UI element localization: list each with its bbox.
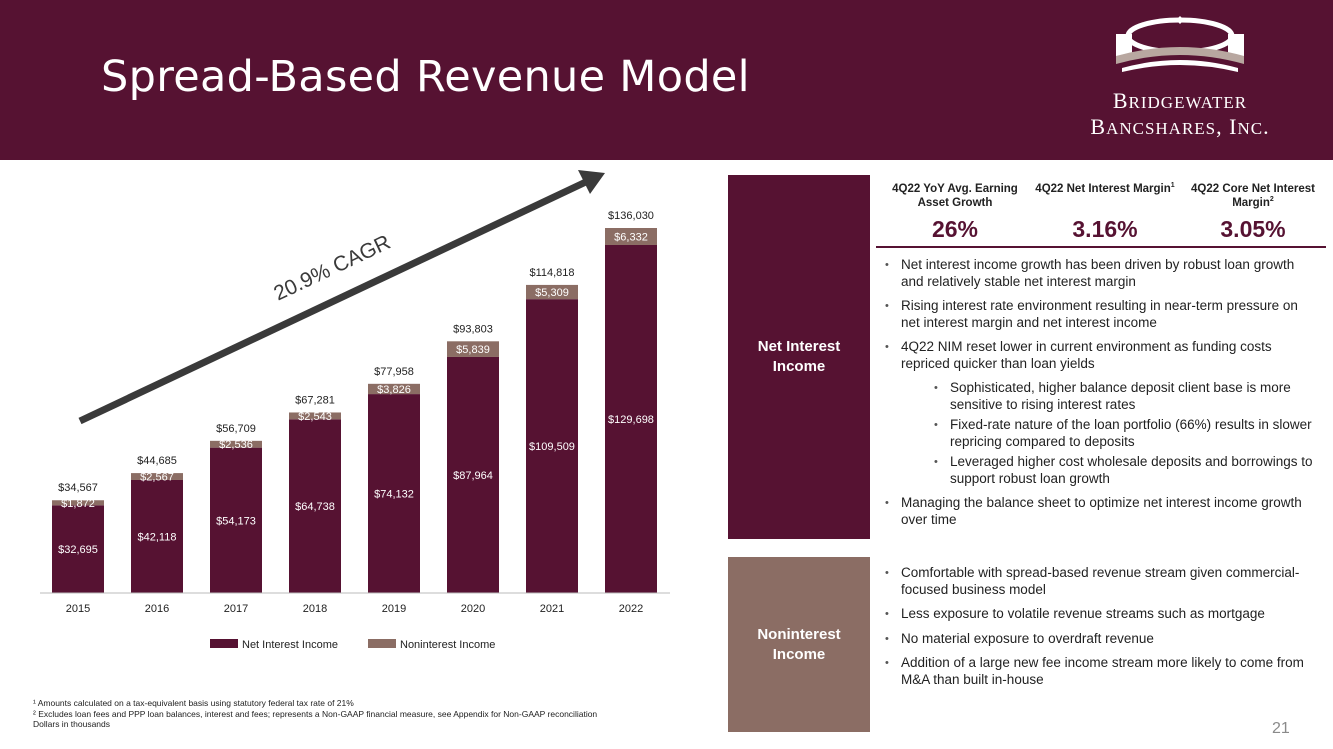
x-tick-label: 2018 <box>303 603 327 615</box>
footnotes: ¹ Amounts calculated on a tax-equivalent… <box>33 698 633 730</box>
legend-label-net-interest-income: Net Interest Income <box>242 639 338 651</box>
list-subitem: Leveraged higher cost wholesale deposits… <box>934 454 1315 487</box>
list-item: Net interest income growth has been driv… <box>885 257 1315 290</box>
data-label-noninterest-income: $1,872 <box>61 498 95 510</box>
data-label-noninterest-income: $2,536 <box>219 439 253 451</box>
logo-text-line1: BRIDGEWATER <box>1112 88 1248 113</box>
x-tick-label: 2020 <box>461 603 485 615</box>
bar-noninterest-income <box>526 284 578 300</box>
data-label-net-interest-income: $54,173 <box>216 515 256 527</box>
page-title: Spread-Based Revenue Model <box>101 52 750 102</box>
net-interest-income-bullets: Net interest income growth has been driv… <box>885 257 1315 536</box>
bar-net-interest-income <box>526 299 578 593</box>
bar-net-interest-income <box>605 244 657 593</box>
noninterest-income-section-label: Noninterest Income <box>728 557 870 732</box>
revenue-chart: $32,695 $1,872 $34,567 2015 $42,118 $2,567 $44… <box>40 170 670 651</box>
data-label-total: $114,818 <box>529 267 574 279</box>
data-label-total: $77,958 <box>374 366 414 378</box>
bar-noninterest-income <box>210 440 262 448</box>
bar-net-interest-income <box>368 394 420 593</box>
data-label-net-interest-income: $42,118 <box>138 531 177 543</box>
legend-label-noninterest-income: Noninterest Income <box>400 639 495 651</box>
footnote-2: ² Excludes loan fees and PPP loan balanc… <box>33 708 598 719</box>
footnote-3: Dollars in thousands <box>33 719 111 729</box>
bar-net-interest-income <box>210 447 262 593</box>
bar-noninterest-income <box>289 412 341 420</box>
data-label-total: $67,281 <box>295 394 335 406</box>
bar-noninterest-income <box>368 383 420 395</box>
x-tick-label: 2021 <box>540 603 564 615</box>
cagr-arrow-head <box>578 170 605 194</box>
bar-noninterest-income <box>52 500 104 506</box>
page-number: 21 <box>1272 720 1290 737</box>
list-item: Managing the balance sheet to optimize n… <box>885 495 1315 528</box>
x-tick-label: 2017 <box>224 603 248 615</box>
kpi-net-interest-margin: 4Q22 Net Interest Margin1 3.16% <box>1030 182 1180 243</box>
data-label-noninterest-income: $3,826 <box>377 384 411 396</box>
list-item: 4Q22 NIM reset lower in current environm… <box>885 339 1315 372</box>
data-label-net-interest-income: $109,509 <box>529 441 575 453</box>
kpi-label: 4Q22 Core Net Interest Margin2 <box>1191 183 1315 209</box>
kpi-divider <box>876 246 1326 248</box>
bar-net-interest-income <box>447 356 499 593</box>
logo-mark-icon <box>1116 16 1244 72</box>
list-item: Comfortable with spread-based revenue st… <box>885 565 1315 598</box>
x-tick-label: 2019 <box>382 603 406 615</box>
data-label-total: $93,803 <box>453 323 493 335</box>
data-label-net-interest-income: $87,964 <box>453 470 493 482</box>
data-label-noninterest-income: $5,309 <box>535 287 569 299</box>
kpi-label: 4Q22 YoY Avg. Earning Asset Growth <box>892 183 1018 209</box>
kpi-value: 26% <box>931 216 979 242</box>
legend-swatch-noninterest-income <box>368 639 396 648</box>
data-label-net-interest-income: $74,132 <box>374 489 414 501</box>
bar-net-interest-income <box>131 479 183 593</box>
data-label-noninterest-income: $2,543 <box>298 411 332 423</box>
list-item: No material exposure to overdraft revenu… <box>885 631 1315 648</box>
bar-net-interest-income <box>52 505 104 593</box>
footnote-1: ¹ Amounts calculated on a tax-equivalent… <box>33 698 354 708</box>
data-label-total: $44,685 <box>137 455 177 467</box>
bar-noninterest-income <box>605 228 657 245</box>
logo-text-line2: BANCSHARES, INC. <box>1090 114 1270 139</box>
data-label-noninterest-income: $6,332 <box>614 231 648 243</box>
kpi-value: 3.16% <box>1072 216 1138 242</box>
kpi-earning-asset-growth: 4Q22 YoY Avg. Earning Asset Growth 26% <box>880 182 1030 243</box>
company-logo: BRIDGEWATER BANCSHARES, INC. <box>1062 14 1298 144</box>
data-label-total: $56,709 <box>216 423 256 435</box>
cagr-annotation: 20.9% CAGR <box>270 231 394 306</box>
bar-net-interest-income <box>289 419 341 593</box>
data-label-noninterest-income: $2,567 <box>140 472 174 484</box>
x-tick-label: 2016 <box>145 603 169 615</box>
bar-noninterest-income <box>447 341 499 357</box>
data-label-total: $34,567 <box>58 482 98 494</box>
data-label-net-interest-income: $32,695 <box>58 544 98 556</box>
list-item: Rising interest rate environment resulti… <box>885 298 1315 331</box>
net-interest-income-section-label: Net Interest Income <box>728 175 870 539</box>
bar-noninterest-income <box>131 473 183 480</box>
header-banner: Spread-Based Revenue Model BRIDGEWATER B… <box>0 0 1333 160</box>
kpi-label: 4Q22 Net Interest Margin1 <box>1035 182 1175 195</box>
data-label-total: $136,030 <box>608 210 654 222</box>
list-subitem: Sophisticated, higher balance deposit cl… <box>934 380 1315 413</box>
kpi-value: 3.05% <box>1220 216 1286 242</box>
noninterest-income-bullets: Comfortable with spread-based revenue st… <box>885 565 1315 696</box>
data-label-net-interest-income: $64,738 <box>295 501 335 513</box>
list-item: Addition of a large new fee income strea… <box>885 655 1315 688</box>
data-label-net-interest-income: $129,698 <box>608 414 654 426</box>
legend-swatch-net-interest-income <box>210 639 238 648</box>
x-tick-label: 2022 <box>619 603 643 615</box>
x-tick-label: 2015 <box>66 603 90 615</box>
cagr-arrow-shaft <box>78 176 592 425</box>
data-label-noninterest-income: $5,839 <box>456 344 490 356</box>
list-subitem: Fixed-rate nature of the loan portfolio … <box>934 417 1315 450</box>
kpi-core-net-interest-margin: 4Q22 Core Net Interest Margin2 3.05% <box>1178 182 1328 243</box>
list-item: Less exposure to volatile revenue stream… <box>885 606 1315 623</box>
